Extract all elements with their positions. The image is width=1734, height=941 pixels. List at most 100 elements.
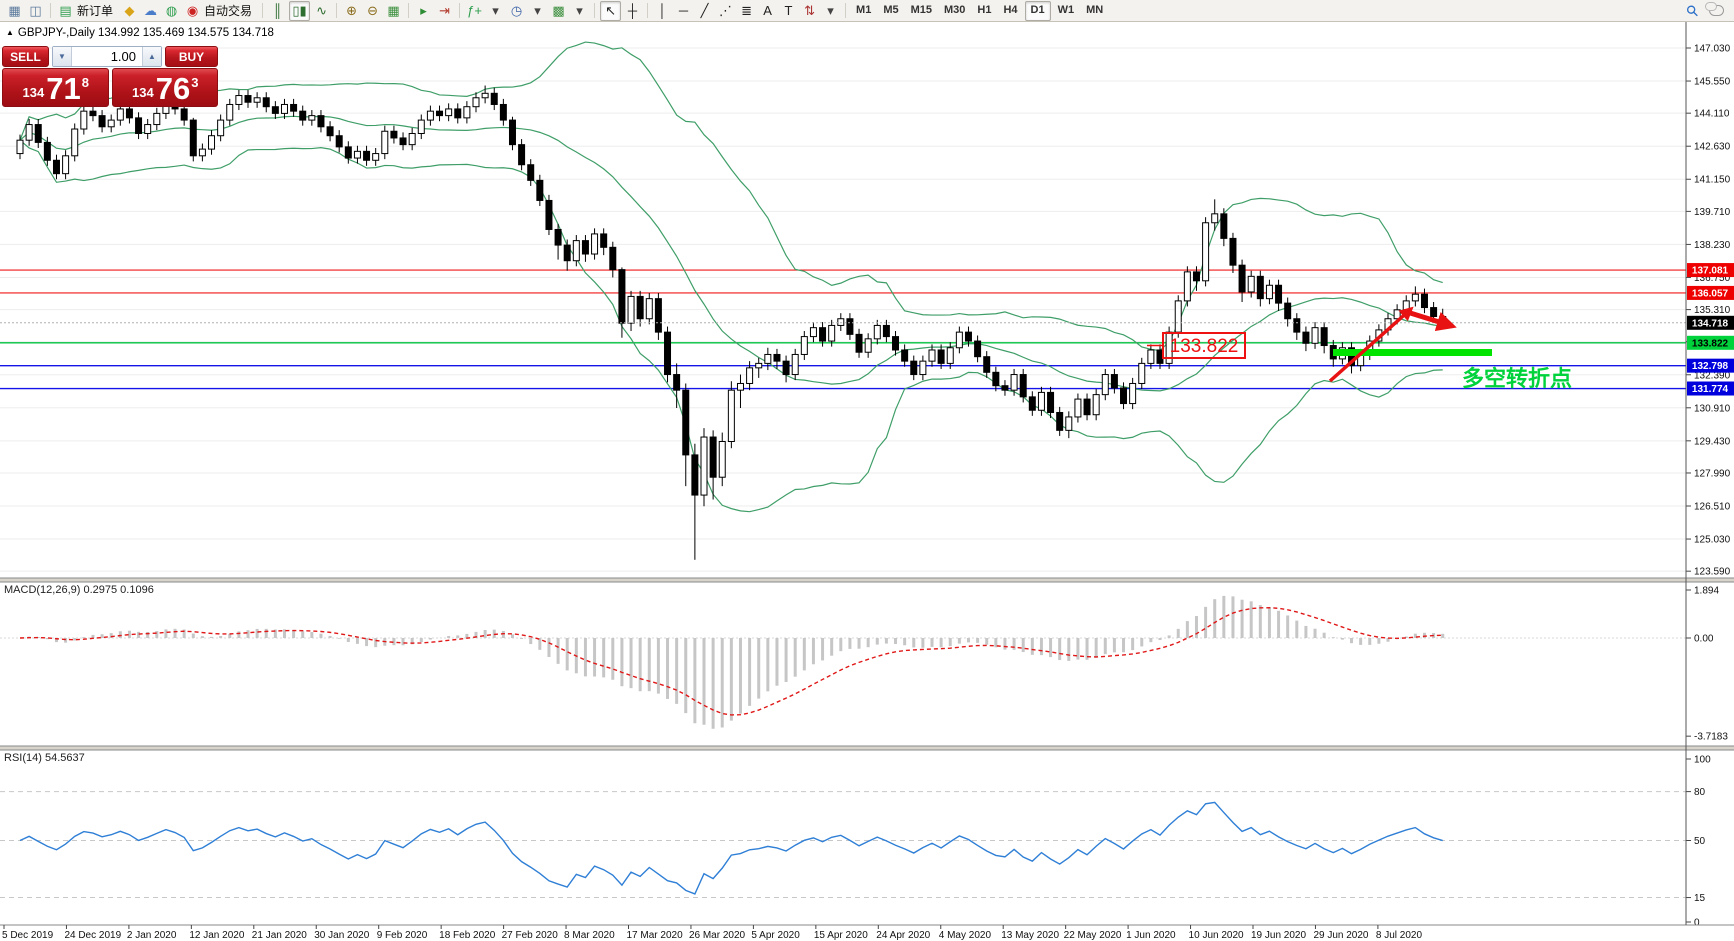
zoom-in-icon[interactable]: ⊕ <box>346 3 357 18</box>
price-grid <box>0 47 1686 572</box>
volume-increase-button[interactable]: ▲ <box>142 47 161 66</box>
trendline-icon[interactable]: ╱ <box>700 3 709 18</box>
new-order-icon[interactable]: ▤ <box>59 3 72 18</box>
svg-text:137.081: 137.081 <box>1692 266 1729 277</box>
svg-text:5 Apr 2020: 5 Apr 2020 <box>751 930 800 941</box>
price-tag: 131.774 <box>1687 381 1734 396</box>
sell-price-button[interactable]: 134 71 8 <box>2 68 109 107</box>
rsi-line <box>19 801 1443 895</box>
buy-price-button[interactable]: 134 76 3 <box>111 68 218 107</box>
svg-text:133.822: 133.822 <box>1170 336 1239 357</box>
text-label-icon[interactable]: T <box>784 3 793 18</box>
signals-icon[interactable]: ◍ <box>165 3 178 18</box>
chart-background <box>0 22 1734 941</box>
line-chart-icon[interactable]: ∿ <box>316 3 327 18</box>
one-click-trading-panel: SELL ▼ 1.00 ▲ BUY 134 71 8 134 76 3 <box>2 46 218 107</box>
volume-stepper: ▼ 1.00 ▲ <box>52 46 162 67</box>
macd-axis: 1.894 0.00 -3.7183 <box>1686 586 1728 743</box>
bar-chart-icon[interactable]: ║ <box>272 3 283 18</box>
price-tag: 132.798 <box>1687 358 1734 373</box>
chat-icon[interactable] <box>1705 2 1724 16</box>
candlestick-chart-icon[interactable]: ▯▮ <box>289 0 311 21</box>
green-highlight-bar <box>1333 349 1492 356</box>
svg-text:100: 100 <box>1694 755 1711 766</box>
svg-text:145.550: 145.550 <box>1694 77 1731 88</box>
svg-text:142.630: 142.630 <box>1694 142 1731 153</box>
toolbar-separator <box>336 3 338 18</box>
tf-m5[interactable]: M5 <box>883 4 899 16</box>
svg-text:1 Jun 2020: 1 Jun 2020 <box>1126 930 1176 941</box>
tf-m1[interactable]: M1 <box>856 4 872 16</box>
volume-input[interactable]: 1.00 <box>110 49 136 64</box>
text-icon[interactable]: A <box>763 3 772 18</box>
indicators-icon[interactable]: ƒ+ <box>467 3 482 18</box>
autotrading-label: 自动交易 <box>204 4 253 18</box>
autotrading-icon[interactable]: ◉ <box>186 3 199 18</box>
cursor-icon[interactable]: ↖ <box>600 0 622 21</box>
new-order-label: 新订单 <box>77 4 114 18</box>
arrows-caret-icon[interactable]: ▾ <box>827 3 834 18</box>
auto-scroll-icon[interactable]: ▸ <box>420 3 427 18</box>
svg-text:1.894: 1.894 <box>1694 586 1719 597</box>
tile-windows-icon[interactable]: ▦ <box>387 3 400 18</box>
channel-icon[interactable]: ⋰ <box>719 3 733 18</box>
toolbar-right: ⚲ <box>1682 1 1730 20</box>
buy-button[interactable]: BUY <box>165 46 218 67</box>
toolbar: ▦ ◫ ▤ 新订单 ◆ ☁ ◍ ◉ 自动交易 ║ ▯▮ ∿ ⊕ ⊖ ▦ ▸ ⇥ ƒ+ ▾ ◷ ▾ ▩ ▾ ↖ ┼ │ ─ ╱ ⋰ ≣ A T ⇅… <box>0 0 1734 22</box>
candles-layer <box>16 85 1447 560</box>
svg-text:130.910: 130.910 <box>1694 403 1731 414</box>
data-window-icon[interactable]: ◫ <box>29 3 42 18</box>
svg-text:141.150: 141.150 <box>1694 175 1731 186</box>
macd-histogram <box>27 595 1445 729</box>
svg-text:134.718: 134.718 <box>1692 318 1729 329</box>
svg-text:15: 15 <box>1694 893 1706 904</box>
svg-text:131.774: 131.774 <box>1692 384 1729 395</box>
panel-collapse-icon[interactable]: ▲ <box>6 28 14 37</box>
templates-caret-icon[interactable]: ▾ <box>576 3 583 18</box>
trend-arrow <box>1328 306 1414 383</box>
chart-window-icon[interactable]: ▦ <box>8 3 21 18</box>
tf-mn[interactable]: MN <box>1086 4 1104 16</box>
macd-signal-line <box>19 607 1443 716</box>
tf-m15[interactable]: M15 <box>910 4 932 16</box>
price-tag: 134.718 <box>1687 315 1734 330</box>
indicators-caret-icon[interactable]: ▾ <box>492 3 499 18</box>
rsi-axis: 100 80 50 15 0 <box>1686 755 1711 929</box>
tf-h4[interactable]: H4 <box>1003 4 1018 16</box>
sell-button[interactable]: SELL <box>2 46 49 67</box>
tf-d1[interactable]: D1 <box>1024 0 1051 21</box>
periods-caret-icon[interactable]: ▾ <box>534 3 541 18</box>
tf-h1[interactable]: H1 <box>977 4 992 16</box>
svg-text:29 Jun 2020: 29 Jun 2020 <box>1313 930 1368 941</box>
horizontal-line-icon[interactable]: ─ <box>678 3 689 18</box>
market-icon[interactable]: ☁ <box>144 3 158 18</box>
vertical-line-icon[interactable]: │ <box>658 3 667 18</box>
search-icon[interactable]: ⚲ <box>1682 0 1703 21</box>
buy-price-pip: 3 <box>191 75 199 90</box>
toolbar-separator <box>262 3 264 18</box>
svg-text:24 Dec 2019: 24 Dec 2019 <box>64 930 121 941</box>
volume-decrease-button[interactable]: ▼ <box>53 47 72 66</box>
crosshair-icon[interactable]: ┼ <box>627 3 638 18</box>
svg-text:-3.7183: -3.7183 <box>1694 732 1728 743</box>
tf-m30[interactable]: M30 <box>944 4 966 16</box>
svg-text:9 Feb 2020: 9 Feb 2020 <box>377 930 428 941</box>
chart-shift-icon[interactable]: ⇥ <box>439 3 450 18</box>
templates-icon[interactable]: ▩ <box>552 3 565 18</box>
fibonacci-icon[interactable]: ≣ <box>741 3 752 18</box>
expert-advisors-icon[interactable]: ◆ <box>124 3 135 18</box>
svg-text:13 May 2020: 13 May 2020 <box>1001 930 1059 941</box>
svg-text:5 Dec 2019: 5 Dec 2019 <box>2 930 54 941</box>
periods-icon[interactable]: ◷ <box>510 3 523 18</box>
svg-text:80: 80 <box>1694 787 1706 798</box>
zoom-out-icon[interactable]: ⊖ <box>367 3 378 18</box>
price-tag: 136.057 <box>1687 285 1734 300</box>
svg-text:30 Jan 2020: 30 Jan 2020 <box>314 930 369 941</box>
svg-text:0: 0 <box>1694 918 1700 929</box>
horizontal-lines <box>0 269 1686 390</box>
arrows-icon[interactable]: ⇅ <box>804 3 815 18</box>
sell-price-prefix: 134 <box>22 85 45 100</box>
tf-w1[interactable]: W1 <box>1057 4 1075 16</box>
svg-text:19 Jun 2020: 19 Jun 2020 <box>1251 930 1306 941</box>
